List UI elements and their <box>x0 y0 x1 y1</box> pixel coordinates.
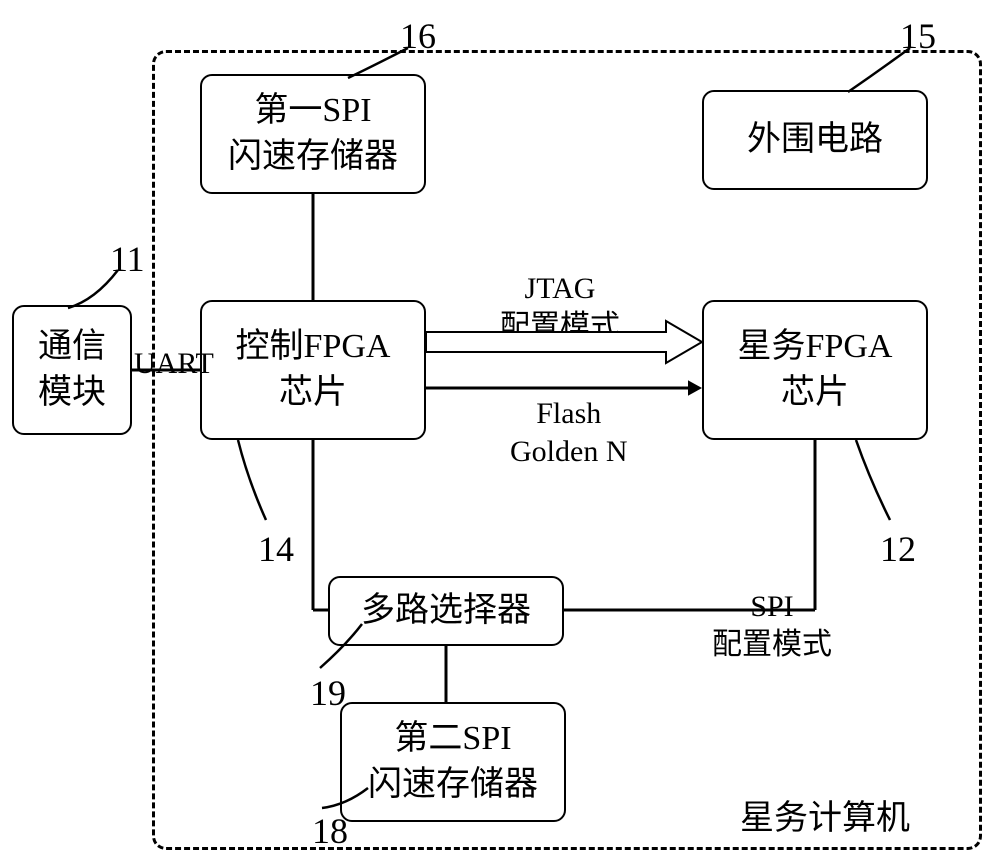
edges-layer <box>0 0 1000 863</box>
diagram-canvas: 星务计算机 通信 模块 第一SPI 闪速存储器 外围电路 控制FPGA 芯片 星… <box>0 0 1000 863</box>
